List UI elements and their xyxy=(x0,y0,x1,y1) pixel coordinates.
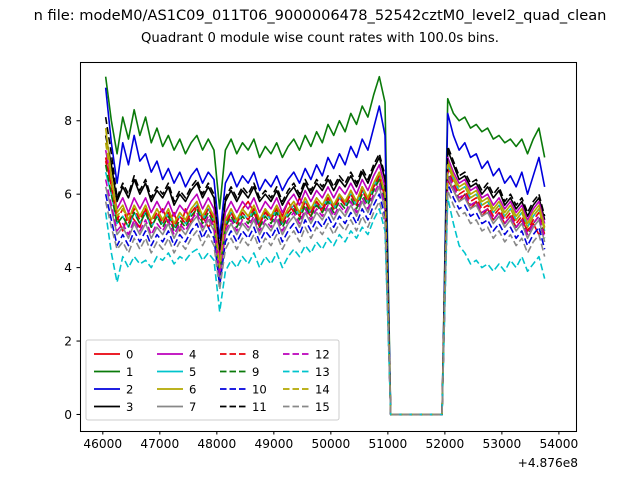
legend-label-12: 12 xyxy=(315,347,330,361)
axes-title: Quadrant 0 module wise count rates with … xyxy=(141,31,499,46)
legend-entry-3[interactable]: 3 xyxy=(94,400,133,414)
legend-entry-6[interactable]: 6 xyxy=(157,382,196,396)
y-tick-label-4: 4 xyxy=(64,261,72,275)
figure-suptitle: n file: modeM0/AS1C09_011T06_9000006478_… xyxy=(0,7,640,24)
legend-entry-4[interactable]: 4 xyxy=(157,347,196,361)
legend-entry-13[interactable]: 13 xyxy=(283,365,330,379)
y-tick-label-0: 0 xyxy=(64,408,72,422)
x-tick-label-54000: 54000 xyxy=(540,437,579,451)
legend-label-13: 13 xyxy=(315,365,330,379)
series-line-11 xyxy=(104,116,546,416)
y-tick-label-2: 2 xyxy=(64,334,72,348)
series-line-7 xyxy=(104,175,546,416)
legend-label-8: 8 xyxy=(252,347,259,361)
axes-frame xyxy=(79,61,578,433)
figure-suptitle-text: n file: modeM0/AS1C09_011T06_9000006478_… xyxy=(33,7,607,24)
legend-label-0: 0 xyxy=(126,347,133,361)
x-tick-label-52000: 52000 xyxy=(425,437,464,451)
x-tick-label-51000: 51000 xyxy=(368,437,407,451)
series-line-15 xyxy=(104,189,546,416)
legend-label-2: 2 xyxy=(126,382,133,396)
legend-label-4: 4 xyxy=(189,347,196,361)
legend-label-15: 15 xyxy=(315,400,330,414)
legend-label-9: 9 xyxy=(252,365,259,379)
legend-entry-7[interactable]: 7 xyxy=(157,400,196,414)
x-tick-label-48000: 48000 xyxy=(197,437,236,451)
series-line-14 xyxy=(104,142,546,416)
x-tick-label-50000: 50000 xyxy=(311,437,350,451)
x-axis: 46000 47000 48000 49000 50000 51000 52000 53000… xyxy=(83,431,578,470)
legend-entry-12[interactable]: 12 xyxy=(283,347,330,361)
legend-entry-0[interactable]: 0 xyxy=(94,347,133,361)
series-line-10 xyxy=(104,182,546,416)
legend-entry-15[interactable]: 15 xyxy=(283,400,330,414)
series-line-2 xyxy=(104,87,546,416)
legend-entry-14[interactable]: 14 xyxy=(283,382,330,396)
y-tick-label-8: 8 xyxy=(64,114,72,128)
x-tick-label-47000: 47000 xyxy=(140,437,179,451)
legend-entry-8[interactable]: 8 xyxy=(220,347,259,361)
series-line-1 xyxy=(104,75,546,416)
legend-entry-1[interactable]: 1 xyxy=(94,365,133,379)
y-tick-label-6: 6 xyxy=(64,188,72,202)
legend-entry-11[interactable]: 11 xyxy=(220,400,267,414)
legend-label-3: 3 xyxy=(126,400,133,414)
legend-entry-5[interactable]: 5 xyxy=(157,365,196,379)
series-line-4 xyxy=(104,149,546,416)
x-axis-offset-label: +4.876e8 xyxy=(518,456,578,470)
legend-label-1: 1 xyxy=(126,365,133,379)
x-tick-label-53000: 53000 xyxy=(482,437,521,451)
y-axis: 0 2 4 6 8 xyxy=(64,114,80,422)
legend-label-5: 5 xyxy=(189,365,196,379)
series-group xyxy=(104,75,546,416)
legend-label-6: 6 xyxy=(189,382,196,396)
legend-label-11: 11 xyxy=(252,400,267,414)
legend-label-7: 7 xyxy=(189,400,196,414)
x-tick-label-49000: 49000 xyxy=(254,437,293,451)
legend-entry-10[interactable]: 10 xyxy=(220,382,267,396)
legend-label-10: 10 xyxy=(252,382,267,396)
series-line-12 xyxy=(104,171,546,416)
legend-entry-9[interactable]: 9 xyxy=(220,365,259,379)
series-line-13 xyxy=(104,197,546,416)
series-line-8 xyxy=(104,157,546,416)
legend-entry-2[interactable]: 2 xyxy=(94,382,133,396)
legend-frame xyxy=(85,339,340,421)
legend-label-14: 14 xyxy=(315,382,330,396)
x-tick-label-46000: 46000 xyxy=(83,437,122,451)
series-line-3 xyxy=(104,135,546,416)
